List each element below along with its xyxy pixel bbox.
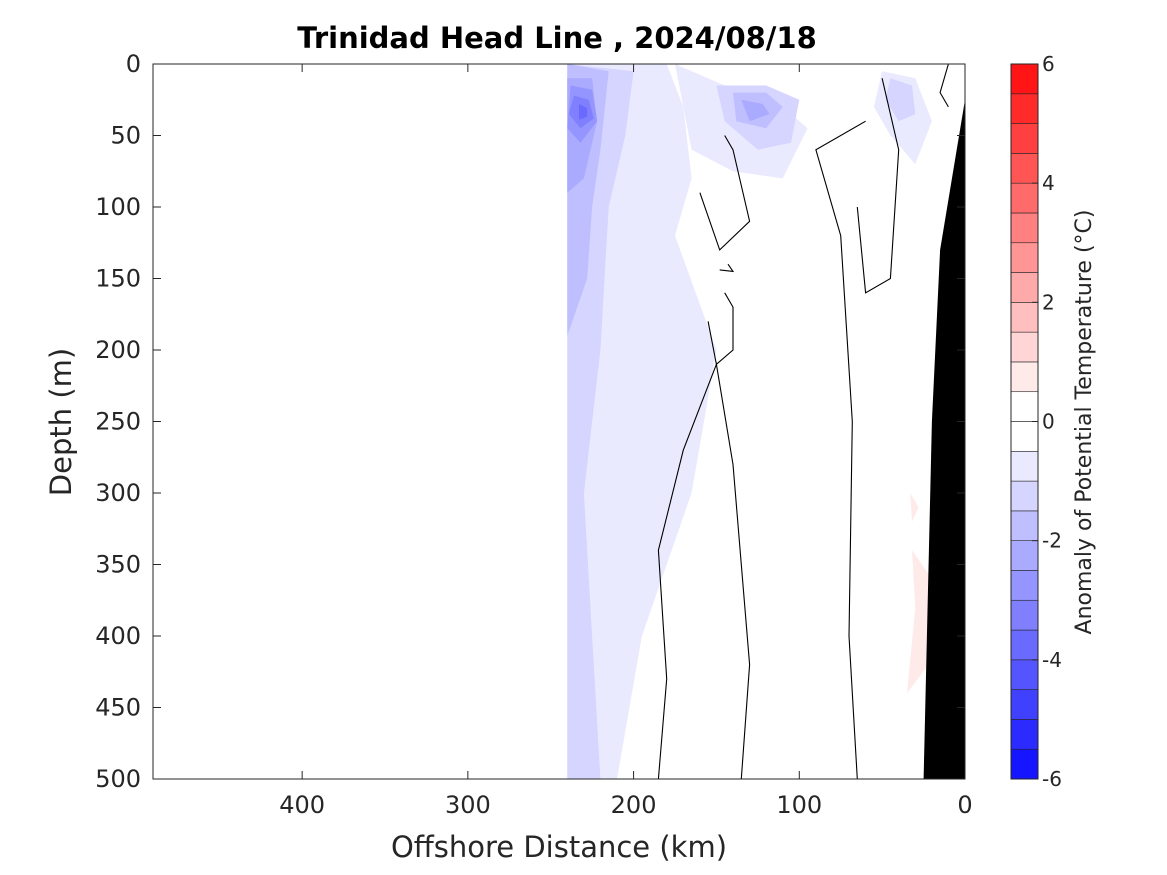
colorbar-swatch (1010, 748, 1039, 780)
y-tick-label: 0 (126, 50, 141, 78)
y-tick-label: 50 (110, 122, 141, 150)
colorbar-tick-label: -2 (1042, 529, 1062, 553)
colorbar-swatch (1010, 570, 1039, 601)
anomaly-region (907, 550, 932, 694)
zero-contour-line (707, 292, 734, 366)
zero-contour-line (719, 263, 735, 273)
colorbar-swatches (1010, 63, 1039, 780)
zero-contour-line (815, 120, 866, 779)
x-tick-label: 400 (279, 791, 325, 819)
colorbar-swatch (1010, 689, 1039, 720)
chart-title: Trinidad Head Line , 2024/08/18 (297, 21, 817, 55)
colorbar-swatch (1010, 629, 1039, 661)
colorbar-swatch (1010, 212, 1039, 244)
colorbar-swatch (1010, 510, 1039, 541)
colorbar-swatch (1010, 480, 1039, 512)
colorbar-ticks: 6 4 2 0 -2 -4 -6 (1032, 52, 1062, 791)
anomaly-region (578, 104, 588, 120)
bathymetry-layer (923, 99, 965, 779)
zero-contour-line (699, 135, 751, 251)
colorbar-swatch (1010, 182, 1039, 214)
y-tick-label: 350 (95, 551, 141, 579)
zero-contour-line (657, 362, 751, 779)
colorbar-tick-label: 2 (1042, 290, 1055, 314)
colorbar-tick-label: 0 (1042, 410, 1055, 434)
x-tick-label: 300 (445, 791, 491, 819)
colorbar-tick-label: -6 (1042, 767, 1062, 791)
x-tick-label: 0 (957, 791, 972, 819)
colorbar-swatch (1010, 153, 1039, 184)
zero-contour-layer (657, 64, 949, 779)
colorbar-tick-label: 6 (1042, 52, 1055, 76)
anomaly-fill-layer (567, 64, 932, 779)
y-tick-label: 400 (95, 622, 141, 650)
colorbar-swatch (1010, 63, 1039, 95)
colorbar-tick-label: 4 (1042, 171, 1055, 195)
anomaly-region (910, 493, 919, 522)
anomaly-region (741, 99, 770, 122)
y-tick-label: 300 (95, 479, 141, 507)
y-tick-label: 450 (95, 694, 141, 722)
bathymetry-shape (923, 99, 965, 779)
y-tick-label: 150 (95, 265, 141, 293)
anomaly-region (885, 78, 916, 122)
colorbar-swatch (1010, 540, 1039, 571)
y-axis-label: Depth (m) (44, 348, 78, 496)
colorbar-swatch (1010, 302, 1039, 333)
zero-contour-line (856, 78, 900, 294)
colorbar: 6 4 2 0 -2 -4 -6 (1010, 52, 1062, 791)
colorbar-tick-label: -4 (1042, 648, 1062, 672)
y-tick-label: 200 (95, 336, 141, 364)
x-tick-label: 100 (776, 791, 822, 819)
colorbar-swatch (1010, 361, 1039, 393)
x-axis-ticks: 400 300 200 100 0 (279, 64, 973, 819)
y-tick-label: 500 (95, 765, 141, 793)
plot-area (152, 63, 966, 780)
colorbar-swatch (1010, 599, 1039, 631)
colorbar-swatch (1010, 391, 1039, 422)
y-tick-label: 100 (95, 193, 141, 221)
colorbar-swatch (1010, 719, 1039, 750)
colorbar-swatch (1010, 421, 1039, 452)
colorbar-swatch (1010, 272, 1039, 303)
colorbar-label: Anomaly of Potential Temperature (°C) (1072, 210, 1097, 635)
colorbar-swatch (1010, 659, 1039, 690)
x-axis-label: Offshore Distance (km) (391, 830, 727, 864)
colorbar-swatch (1010, 331, 1039, 363)
y-axis-ticks: 0 50 100 150 200 250 300 350 400 450 500 (95, 50, 965, 793)
colorbar-swatch (1010, 450, 1039, 482)
colorbar-swatch (1010, 242, 1039, 273)
zero-contour-line (939, 64, 949, 108)
x-tick-label: 200 (611, 791, 657, 819)
colorbar-swatch (1010, 93, 1039, 124)
plot-background (153, 64, 965, 779)
colorbar-swatch (1010, 123, 1039, 154)
y-tick-label: 250 (95, 408, 141, 436)
